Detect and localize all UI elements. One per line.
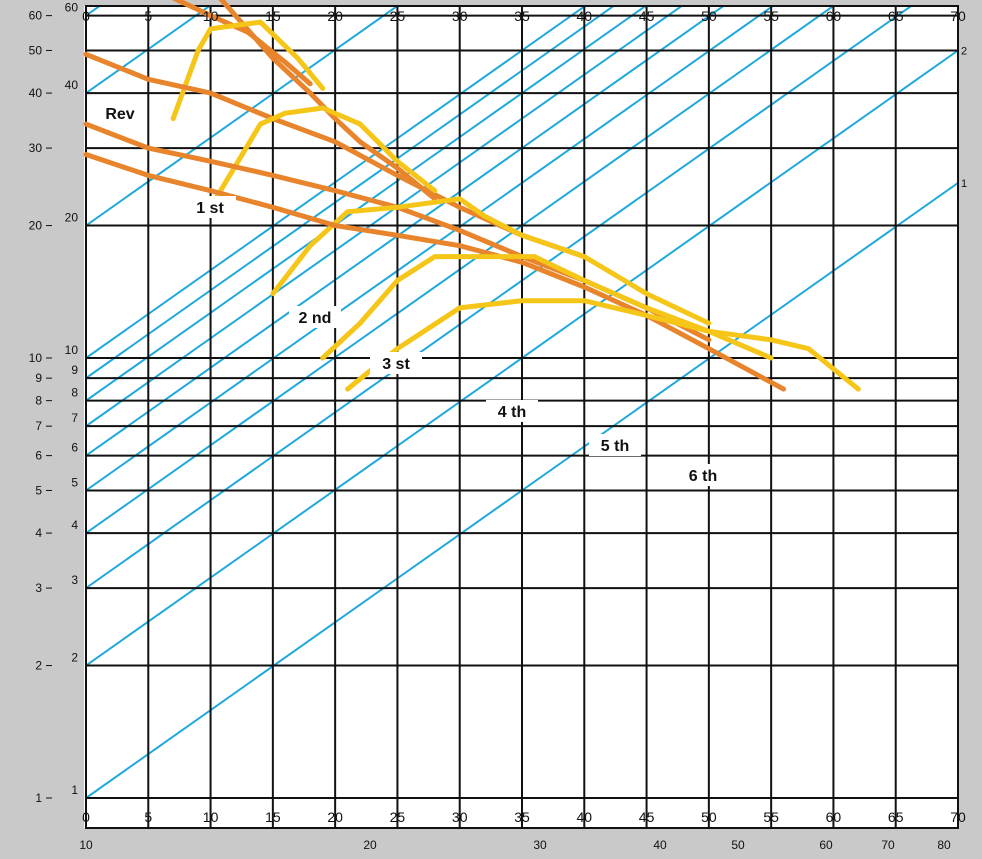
top-axis-tick-label: 45 <box>639 8 655 24</box>
bottom-axis-tick-label: 10 <box>203 809 219 825</box>
gear-label-background <box>677 464 729 486</box>
left-axis-tick-label: 3 <box>35 581 42 595</box>
series-line <box>320 254 774 361</box>
top-axis-tick-label: 70 <box>950 8 966 24</box>
inner-left-tick-label: 20 <box>65 211 79 225</box>
bottom-axis-tick-label: 15 <box>265 809 281 825</box>
gear-label-background <box>589 434 641 456</box>
top-axis-tick-label: 5 <box>144 8 152 24</box>
bottom-secondary-tick-label: 70 <box>881 838 895 852</box>
left-axis-tick-label: 20 <box>29 219 43 233</box>
left-axis-tick-label: 40 <box>29 86 43 100</box>
series-line <box>83 152 787 392</box>
left-axis-tick-label: 6 <box>35 449 42 463</box>
inner-left-tick-label: 6 <box>71 441 78 455</box>
left-axis-tick-label: 60 <box>29 9 43 23</box>
inner-left-tick-label: 40 <box>65 78 79 92</box>
inner-left-tick-label: 3 <box>71 573 78 587</box>
gear-label: 3 st <box>382 356 410 373</box>
top-axis-tick-label: 10 <box>203 8 219 24</box>
blue-guide-line <box>86 6 399 227</box>
top-axis-tick-label: 35 <box>514 8 530 24</box>
top-axis-tick-label: 60 <box>826 8 842 24</box>
bottom-secondary-tick-label: 60 <box>819 838 833 852</box>
left-axis-tick-label: 50 <box>29 43 43 57</box>
gear-label-background <box>184 196 236 218</box>
bottom-axis-tick-label: 5 <box>144 809 152 825</box>
grid-lines <box>85 5 959 829</box>
left-axis-tick-label: 2 <box>35 659 42 673</box>
axis-ticks: 0 5 10 15 20 25 30 35 40 45 50 55 60 65 700 5 10 15 20 25 30… <box>29 1 967 852</box>
top-axis-tick-label: 0 <box>82 8 90 24</box>
inner-left-tick-label: 10 <box>65 343 79 357</box>
gear-label: 4 th <box>498 404 526 421</box>
gear-label: 2 nd <box>299 310 332 327</box>
bottom-secondary-tick-label: 80 <box>937 838 951 852</box>
bottom-axis-tick-label: 70 <box>950 809 966 825</box>
inner-left-tick-label: 1 <box>71 783 78 797</box>
inner-left-tick-label: 9 <box>71 363 78 377</box>
top-axis-tick-label: 25 <box>390 8 406 24</box>
inner-left-tick-label: 60 <box>65 1 79 15</box>
gear-label: Rev <box>105 106 134 123</box>
plot-border <box>85 5 959 829</box>
top-axis-tick-label: 15 <box>265 8 281 24</box>
bottom-axis-tick-label: 55 <box>763 809 779 825</box>
bottom-axis-tick-label: 20 <box>327 809 343 825</box>
top-axis-tick-label: 55 <box>763 8 779 24</box>
left-axis-tick-label: 8 <box>35 394 42 408</box>
bottom-axis-tick-label: 45 <box>639 809 655 825</box>
bottom-secondary-tick-label: 20 <box>363 838 377 852</box>
bottom-secondary-tick-label: 30 <box>533 838 547 852</box>
gear-label-background <box>289 306 341 328</box>
top-axis-tick-label: 50 <box>701 8 717 24</box>
gear-label: 5 th <box>601 438 629 455</box>
series-line <box>208 105 438 210</box>
bottom-axis-tick-label: 0 <box>82 809 90 825</box>
gear-label-background <box>99 102 141 124</box>
left-axis-tick-label: 5 <box>35 483 42 497</box>
bottom-axis-tick-label: 25 <box>390 809 406 825</box>
series-line <box>270 196 712 326</box>
inner-left-tick-label: 4 <box>71 518 78 532</box>
series-line <box>218 0 438 202</box>
left-axis-tick-label: 1 <box>35 791 42 805</box>
gear-label-background <box>370 352 422 374</box>
left-axis-tick-label: 4 <box>35 526 42 540</box>
gear-labels: Rev 1 st 2 nd 3 st 4 th 5 th 6 th <box>99 102 729 486</box>
inner-left-tick-label: 8 <box>71 386 78 400</box>
inner-left-tick-label: 7 <box>71 411 78 425</box>
bottom-secondary-tick-label: 50 <box>731 838 745 852</box>
bottom-secondary-tick-label: 40 <box>653 838 667 852</box>
right-axis-tick-label: 2 <box>961 45 967 57</box>
top-axis-tick-label: 30 <box>452 8 468 24</box>
gear-label: 6 th <box>689 468 717 485</box>
left-axis-tick-label: 9 <box>35 371 42 385</box>
bottom-axis-tick-label: 40 <box>576 809 592 825</box>
gear-label: 1 st <box>196 200 224 217</box>
top-axis-tick-label: 65 <box>888 8 904 24</box>
bottom-axis-tick-label: 65 <box>888 809 904 825</box>
bottom-axis-tick-label: 50 <box>701 809 717 825</box>
series-lines <box>83 0 861 392</box>
left-axis-tick-label: 7 <box>35 419 42 433</box>
inner-left-tick-label: 2 <box>71 651 78 665</box>
top-axis-tick-label: 40 <box>576 8 592 24</box>
left-axis-tick-label: 30 <box>29 141 43 155</box>
bottom-axis-tick-label: 30 <box>452 809 468 825</box>
series-line <box>170 19 326 122</box>
top-axis-tick-label: 20 <box>327 8 343 24</box>
right-axis-tick-label: 1 <box>961 178 967 190</box>
bottom-axis-tick-label: 60 <box>826 809 842 825</box>
bottom-secondary-tick-label: 10 <box>79 838 93 852</box>
left-axis-tick-label: 10 <box>29 351 43 365</box>
series-line <box>345 298 861 392</box>
bottom-axis-tick-label: 35 <box>514 809 530 825</box>
inner-left-tick-label: 5 <box>71 475 78 489</box>
gear-label-background <box>486 400 538 422</box>
